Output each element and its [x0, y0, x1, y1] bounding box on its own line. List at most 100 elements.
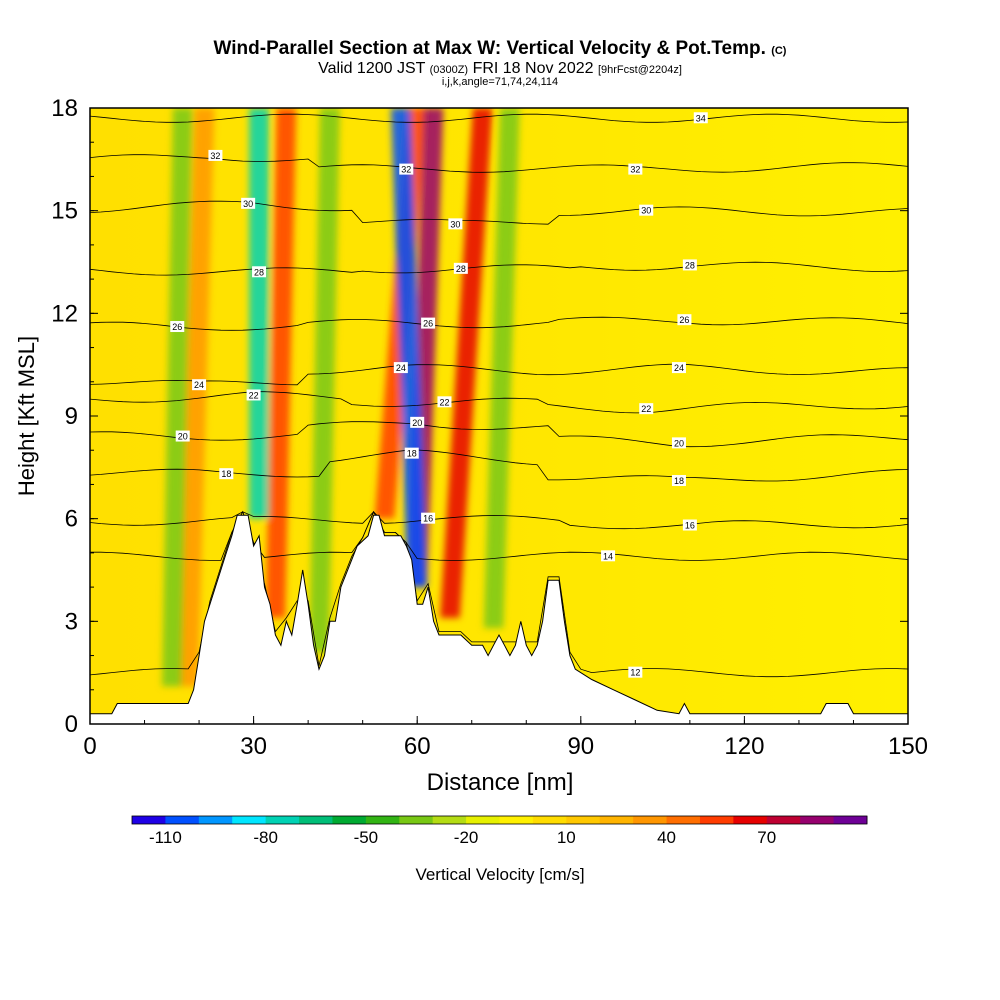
- contour-label-bg: [192, 379, 207, 391]
- colorbar-swatch: [232, 816, 267, 824]
- contour-label: 32: [401, 165, 411, 175]
- downdraft-band: [309, 108, 340, 653]
- isentrope-32: [90, 154, 908, 173]
- y-tick-label: 18: [51, 95, 78, 122]
- isentrope-34: [90, 113, 908, 123]
- contour-label-bg: [682, 259, 697, 271]
- axes: 0 30 60 90 120 150 0 3 6 9 12 15 18: [51, 95, 928, 760]
- contour-label-bg: [252, 266, 267, 278]
- colorbar-tick-label: 10: [557, 828, 576, 847]
- contour-label-bg: [241, 197, 256, 209]
- colorbar-swatch: [699, 816, 734, 824]
- contour-label-bg: [639, 403, 654, 415]
- colorbar-swatch: [265, 816, 300, 824]
- contour-label: 34: [696, 113, 706, 123]
- contour-label: 18: [407, 449, 417, 459]
- valid-prefix: Valid 1200 JST: [318, 60, 426, 77]
- y-tick-label: 9: [65, 403, 78, 430]
- forecast-info: [9hrFcst@2204z]: [597, 64, 682, 76]
- chart-title-main: Wind-Parallel Section at Max W: Vertical…: [213, 38, 766, 59]
- colorbar-tick-label: -20: [454, 828, 479, 847]
- colorbar-swatch: [633, 816, 668, 824]
- contour-label-bg: [437, 396, 452, 408]
- colorbar-frame: [131, 815, 868, 825]
- indices-line: i,j,k,angle=71,74,24,114: [441, 76, 559, 88]
- y-tick-label: 6: [65, 506, 78, 533]
- colorbar-tick-label: -50: [354, 828, 379, 847]
- contour-label: 20: [674, 438, 684, 448]
- contour-label: 14: [603, 551, 613, 561]
- contour-label-bg: [399, 163, 414, 175]
- terrain-mask: [90, 514, 908, 724]
- colorbar-swatch: [766, 816, 801, 824]
- y-tick-label: 0: [65, 711, 78, 738]
- contour-label-bg: [671, 362, 686, 374]
- downdraft-band: [249, 108, 269, 519]
- chart-subtitle: Valid 1200 JST (0300Z) FRI 18 Nov 2022 […: [0, 60, 1000, 78]
- velocity-field: [161, 108, 520, 687]
- isentrope-16: [90, 511, 908, 530]
- contour-label: 32: [630, 165, 640, 175]
- colorbar: -110 -80 -50 -20 10 40 70: [131, 815, 868, 847]
- contour-label: 26: [679, 315, 689, 325]
- contour-label-bg: [175, 430, 190, 442]
- y-tick-label: 12: [51, 300, 78, 327]
- y-axis-label: Height [Kft MSL]: [14, 336, 39, 496]
- colorbar-swatch: [466, 816, 500, 824]
- contour-label: 30: [243, 199, 253, 209]
- contour-label: 32: [210, 151, 220, 161]
- x-tick-label: 90: [567, 733, 594, 760]
- colorbar-swatch: [599, 816, 634, 824]
- y-tick-label: 15: [51, 198, 78, 225]
- plot-area: 12 14 16 16 18 18 18 20 20 20 22 22 22 24 24 24 26 26 26 28…: [90, 108, 908, 724]
- contour-label-bg: [671, 437, 686, 449]
- colorbar-swatch: [566, 816, 601, 824]
- updraft-band: [265, 108, 297, 618]
- contour-label: 30: [450, 219, 460, 229]
- contour-label-bg: [219, 468, 234, 480]
- colorbar-swatch: [666, 816, 701, 824]
- contour-label-bg: [410, 416, 425, 428]
- x-tick-label: 60: [404, 733, 431, 760]
- downdraft-band: [391, 108, 428, 588]
- isentrope-14: [90, 510, 908, 561]
- contour-label: 28: [685, 260, 695, 270]
- contour-label-bg: [601, 550, 616, 562]
- isentrope-30: [90, 200, 908, 225]
- contour-label-bg: [421, 512, 436, 524]
- y-tick-label: 3: [65, 608, 78, 635]
- valid-utc: (0300Z): [429, 64, 469, 76]
- x-tick-label: 120: [724, 733, 764, 760]
- downdraft-band: [161, 108, 193, 687]
- contour-label: 20: [178, 432, 188, 442]
- colorbar-swatch: [800, 816, 835, 824]
- contour-label-bg: [677, 314, 692, 326]
- colorbar-swatch: [532, 816, 567, 824]
- contour-label-bg: [693, 112, 708, 124]
- contour-label-bg: [170, 321, 185, 333]
- colorbar-swatch: [332, 816, 367, 824]
- colorbar-swatch: [399, 816, 434, 824]
- downdraft-band: [483, 108, 520, 629]
- colorbar-swatch: [198, 816, 233, 824]
- contour-label-bg: [393, 362, 408, 374]
- colorbar-swatch: [165, 816, 200, 824]
- contour-label: 30: [641, 206, 651, 216]
- contour-label-bg: [404, 447, 419, 459]
- chart-title: Wind-Parallel Section at Max W: Vertical…: [0, 38, 1000, 60]
- contour-label: 18: [674, 476, 684, 486]
- x-tick-label: 0: [83, 733, 96, 760]
- chart-title-units: (C): [771, 45, 787, 57]
- contour-label: 12: [630, 668, 640, 678]
- colorbar-swatch: [833, 816, 868, 824]
- colorbar-swatch: [733, 816, 768, 824]
- x-tick-label: 150: [888, 733, 928, 760]
- x-axis-label: Distance [nm]: [427, 769, 574, 796]
- colorbar-swatch: [499, 816, 534, 824]
- updraft-band: [440, 108, 493, 618]
- isentrope-20: [90, 421, 908, 448]
- contour-label: 22: [439, 397, 449, 407]
- x-tick-label: 30: [240, 733, 267, 760]
- contour-label: 20: [412, 418, 422, 428]
- isentrope-28: [90, 261, 908, 276]
